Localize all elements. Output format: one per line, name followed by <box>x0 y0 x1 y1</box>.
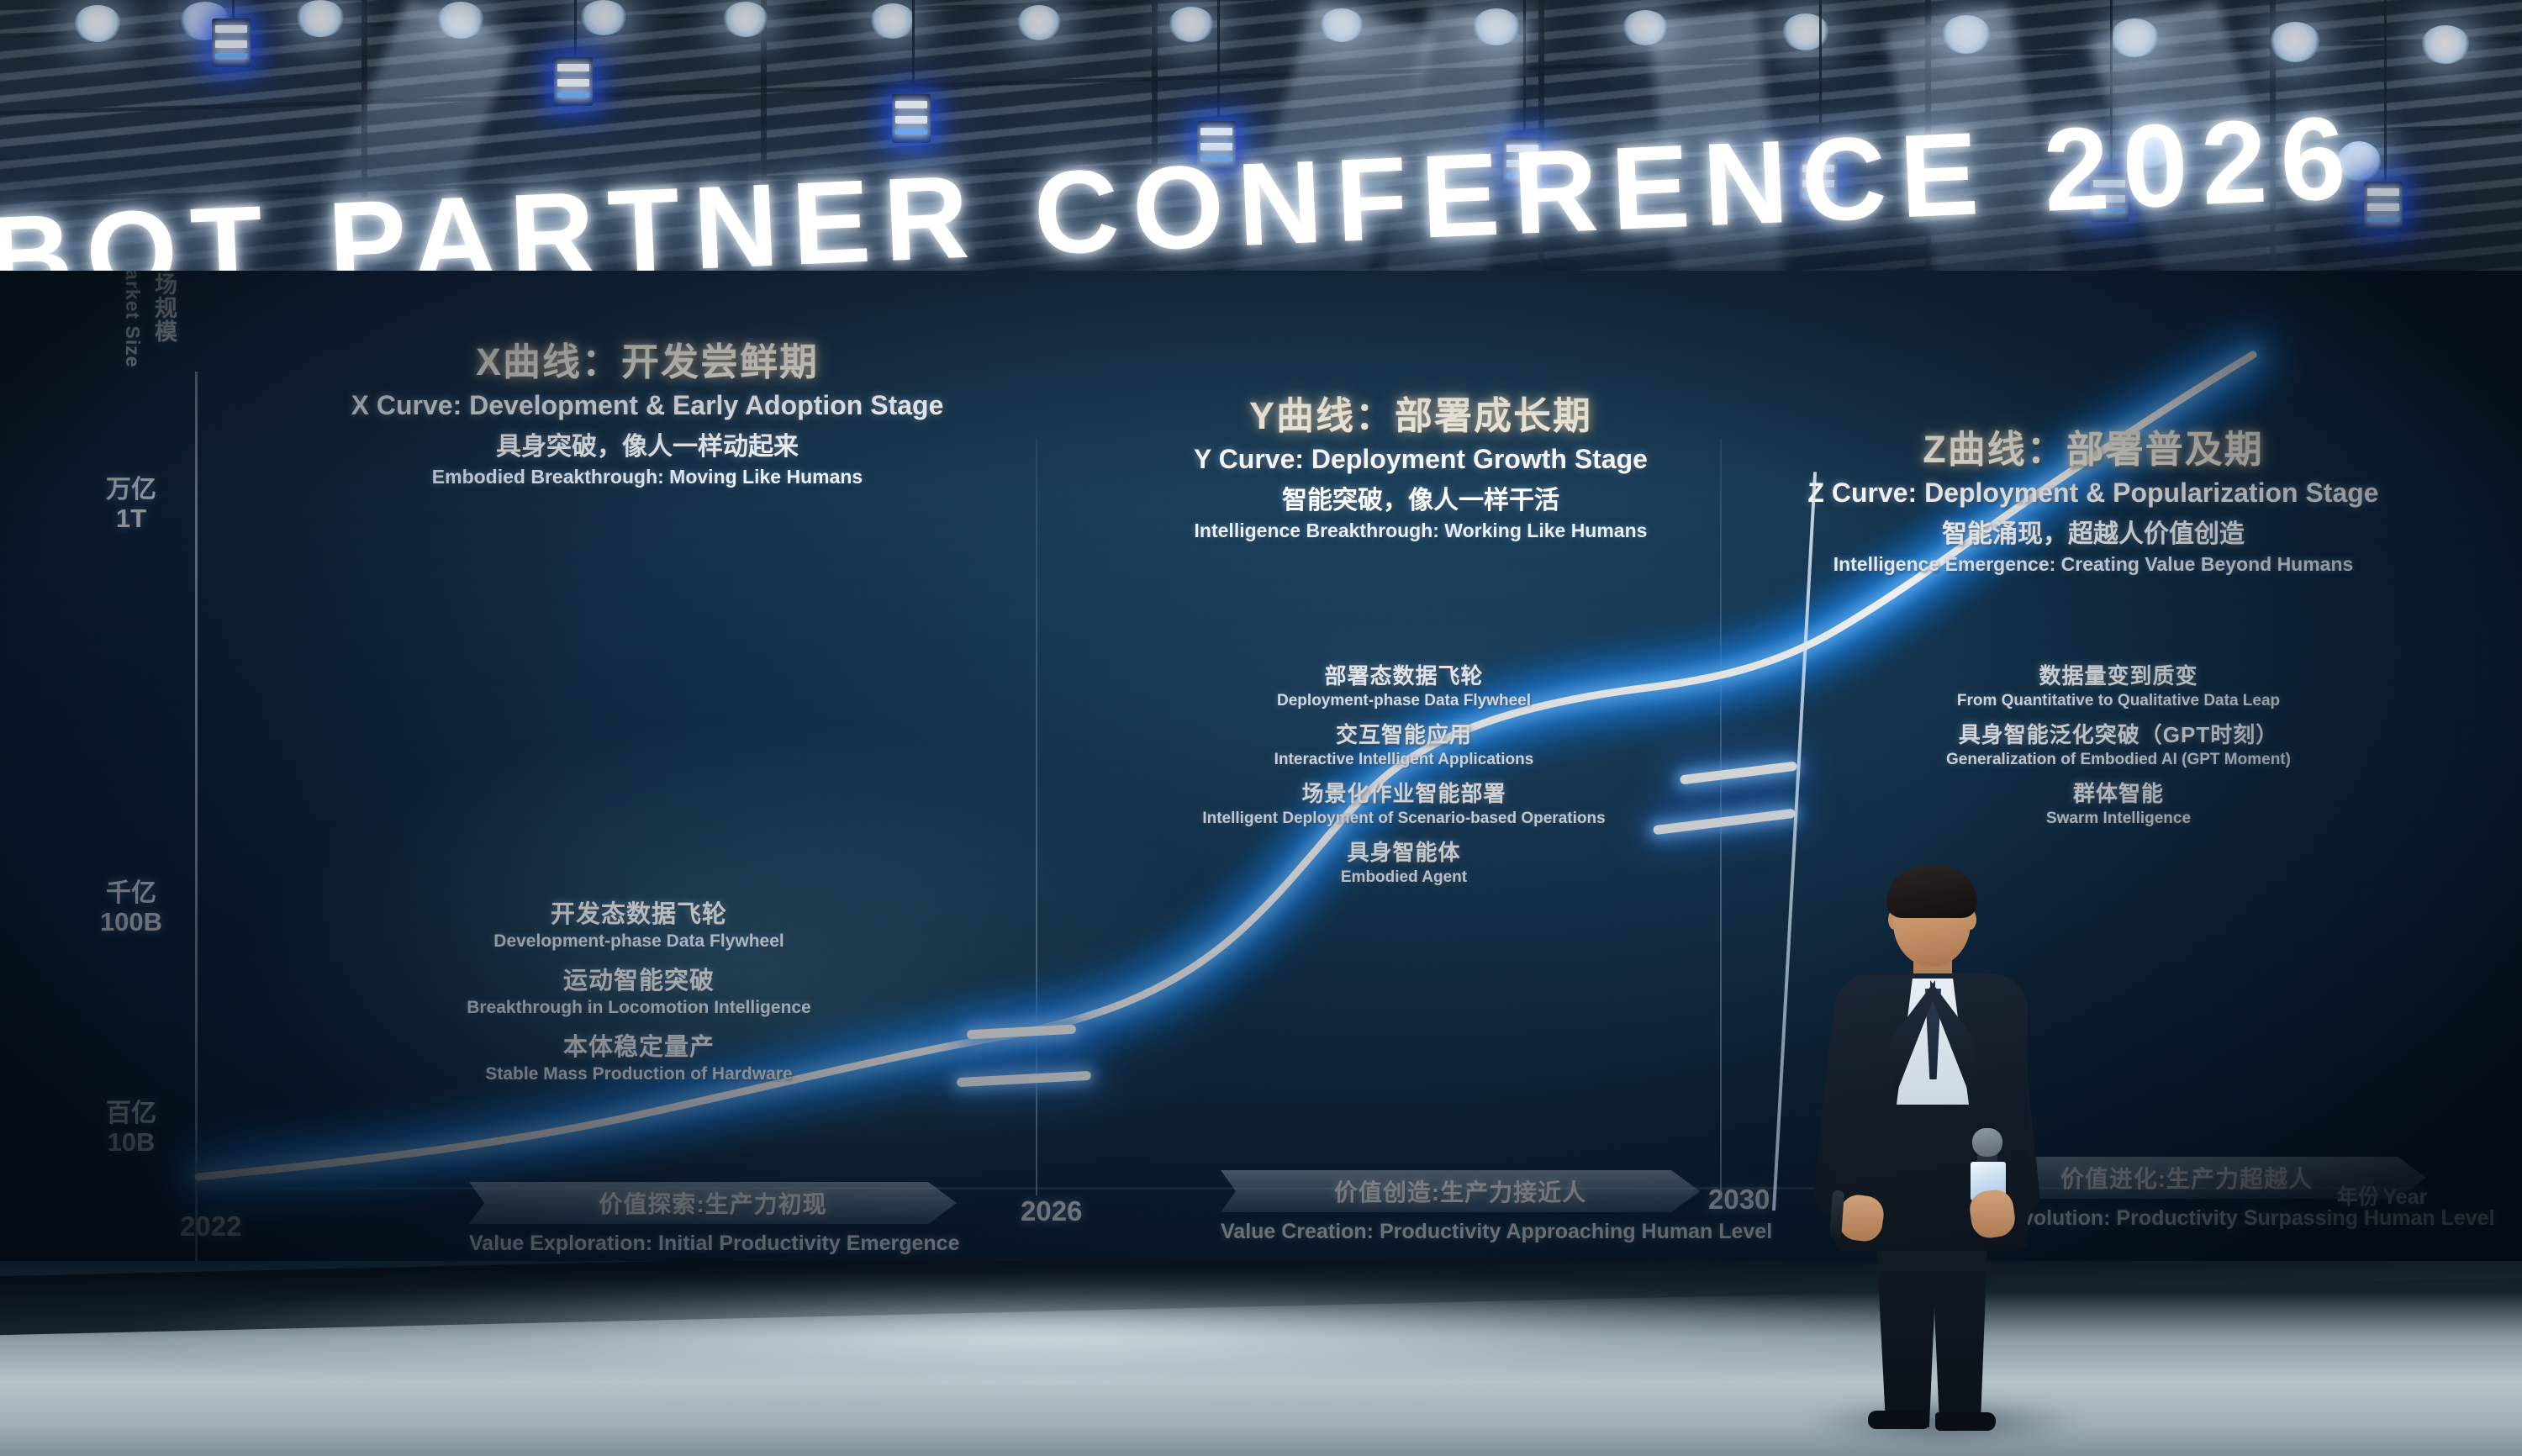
presenter-legs <box>1876 1227 1988 1427</box>
venue-ceiling <box>0 0 2522 277</box>
microphone-head <box>1972 1128 2002 1157</box>
led-wall-slide: 市场规模 Market Size 万亿 1T 千亿 100B 百亿 10B <box>0 271 2522 1279</box>
ceiling-shading <box>0 0 2522 277</box>
presenter-hair <box>1886 866 1977 918</box>
presenter-shoe-right <box>1935 1412 1996 1431</box>
presenter <box>1772 472 2068 1431</box>
wall-vignette <box>0 271 2522 1279</box>
signage-word-year: 2026 <box>2040 91 2362 236</box>
stage-floor <box>0 1261 2522 1456</box>
presenter-shoe-left <box>1868 1411 1928 1429</box>
